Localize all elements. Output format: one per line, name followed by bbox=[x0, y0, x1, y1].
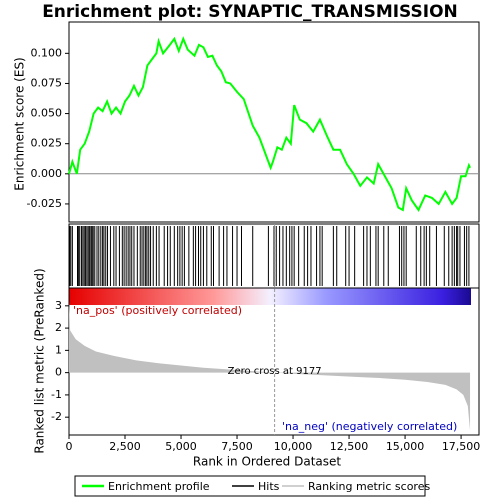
zero-cross-label: Zero cross at 9177 bbox=[228, 366, 322, 377]
legend-label: Hits bbox=[258, 480, 280, 493]
legend-label: Enrichment profile bbox=[108, 480, 210, 493]
legend-label: Ranking metric scores bbox=[308, 480, 430, 493]
y-tick-label: 2 bbox=[55, 321, 62, 334]
y-tick-label: -0.025 bbox=[27, 197, 62, 210]
y-tick-label: -1 bbox=[51, 388, 62, 401]
y-tick-label: 0.100 bbox=[31, 46, 63, 59]
x-tick-label: 2,500 bbox=[109, 440, 141, 453]
x-tick-label: 15,000 bbox=[386, 440, 425, 453]
chart-title: Enrichment plot: SYNAPTIC_TRANSMISSION bbox=[42, 2, 458, 22]
y-tick-label: 3 bbox=[55, 299, 62, 312]
y-tick-label: 0 bbox=[55, 366, 62, 379]
pos-label: 'na_pos' (positively correlated) bbox=[73, 304, 242, 317]
y-tick-label: -2 bbox=[51, 410, 62, 423]
x-tick-label: 0 bbox=[66, 440, 73, 453]
es-line bbox=[68, 36, 471, 212]
y-tick-label: 0.075 bbox=[31, 76, 63, 89]
metric-area bbox=[69, 301, 471, 431]
y-axis-label: Ranked list metric (PreRanked) bbox=[33, 268, 47, 453]
x-tick-label: 10,000 bbox=[274, 440, 313, 453]
y-tick-label: 1 bbox=[55, 343, 62, 356]
x-tick-label: 7,500 bbox=[221, 440, 253, 453]
neg-label: 'na_neg' (negatively correlated) bbox=[282, 420, 457, 433]
y-tick-label: 0.050 bbox=[31, 107, 63, 120]
panel-frame bbox=[68, 21, 480, 223]
rank-color-bar bbox=[69, 288, 471, 305]
y-axis-label: Enrichment score (ES) bbox=[13, 57, 27, 190]
x-axis-label: Rank in Ordered Dataset bbox=[193, 455, 341, 469]
y-tick-label: 0.000 bbox=[31, 167, 63, 180]
y-tick-label: 0.025 bbox=[31, 137, 63, 150]
x-tick-label: 12,500 bbox=[330, 440, 369, 453]
x-tick-label: 17,500 bbox=[442, 440, 481, 453]
x-tick-label: 5,000 bbox=[165, 440, 197, 453]
